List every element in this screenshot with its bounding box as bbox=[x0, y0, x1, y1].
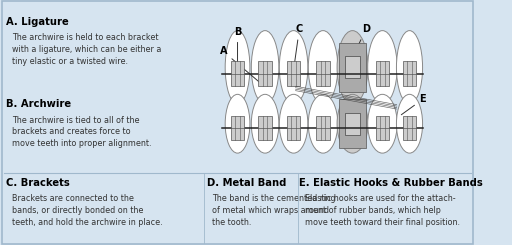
Ellipse shape bbox=[225, 94, 250, 153]
Ellipse shape bbox=[337, 94, 368, 153]
Bar bbox=[259, 61, 272, 86]
Text: B: B bbox=[234, 27, 241, 71]
Text: E: E bbox=[401, 94, 426, 115]
Text: C. Brackets: C. Brackets bbox=[6, 178, 70, 188]
Ellipse shape bbox=[280, 94, 308, 153]
Bar bbox=[403, 116, 416, 140]
Ellipse shape bbox=[280, 31, 308, 104]
Text: The archwire is held to each bracket
with a ligature, which can be either a
tiny: The archwire is held to each bracket wit… bbox=[12, 33, 161, 66]
Bar bbox=[287, 61, 300, 86]
Bar bbox=[316, 61, 330, 86]
Text: Elastic hooks are used for the attach-
ment of rubber bands, which help
move tee: Elastic hooks are used for the attach- m… bbox=[305, 194, 460, 227]
Ellipse shape bbox=[308, 31, 338, 104]
Ellipse shape bbox=[368, 31, 397, 104]
Text: E. Elastic Hooks & Rubber Bands: E. Elastic Hooks & Rubber Bands bbox=[300, 178, 483, 188]
Text: The band is the cemented ring
of metal which wraps around
the tooth.: The band is the cemented ring of metal w… bbox=[212, 194, 336, 227]
Bar bbox=[339, 99, 366, 148]
Ellipse shape bbox=[396, 94, 422, 153]
Bar bbox=[231, 116, 244, 140]
FancyBboxPatch shape bbox=[3, 1, 473, 244]
Bar bbox=[376, 61, 389, 86]
Text: D: D bbox=[354, 24, 370, 55]
Bar bbox=[287, 116, 300, 140]
Ellipse shape bbox=[396, 31, 422, 104]
Text: A. Ligature: A. Ligature bbox=[6, 17, 69, 27]
Bar bbox=[339, 43, 366, 92]
Ellipse shape bbox=[251, 94, 279, 153]
Text: B. Archwire: B. Archwire bbox=[6, 99, 71, 109]
Text: C: C bbox=[294, 24, 303, 67]
Ellipse shape bbox=[225, 31, 250, 104]
Bar bbox=[346, 113, 359, 135]
Bar bbox=[403, 61, 416, 86]
Ellipse shape bbox=[308, 94, 338, 153]
Bar bbox=[346, 56, 359, 78]
Ellipse shape bbox=[337, 31, 368, 104]
Bar bbox=[376, 116, 389, 140]
Ellipse shape bbox=[251, 31, 279, 104]
Text: D. Metal Band: D. Metal Band bbox=[207, 178, 286, 188]
Bar bbox=[259, 116, 272, 140]
Text: Brackets are connected to the
bands, or directly bonded on the
teeth, and hold t: Brackets are connected to the bands, or … bbox=[12, 194, 162, 227]
Text: A: A bbox=[220, 47, 263, 85]
Ellipse shape bbox=[368, 94, 397, 153]
Bar bbox=[316, 116, 330, 140]
Text: The archwire is tied to all of the
brackets and creates force to
move teeth into: The archwire is tied to all of the brack… bbox=[12, 116, 152, 148]
Bar bbox=[231, 61, 244, 86]
